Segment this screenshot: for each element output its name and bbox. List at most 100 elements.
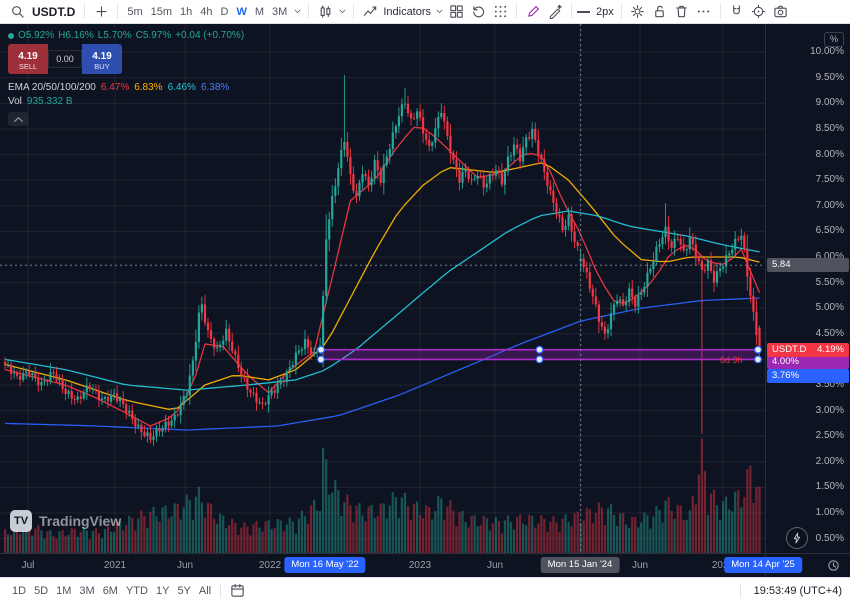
interval-list: 5m 15m 1h 4h D W M 3M (123, 3, 291, 21)
snapshot-camera-icon[interactable] (770, 2, 792, 22)
legend-collapse-button[interactable] (8, 112, 28, 126)
crosshair-target-icon[interactable] (748, 2, 770, 22)
last-price-badge: USDT.D 4.19% (767, 342, 849, 357)
range-1D[interactable]: 1D (8, 582, 30, 600)
compare-plus-icon[interactable] (90, 2, 112, 22)
channel-price-badge: 4.00% (767, 355, 849, 370)
timezone-clock-icon[interactable] (822, 556, 844, 576)
go-to-date-icon[interactable] (226, 581, 248, 601)
sell-price: 4.19 (18, 50, 38, 62)
apps-grid-icon[interactable] (489, 2, 511, 22)
percent-scale-button[interactable]: % (824, 32, 844, 47)
indicators-chevron-icon[interactable] (433, 2, 445, 22)
divider (571, 4, 573, 19)
range-6M[interactable]: 6M (99, 582, 122, 600)
time-axis[interactable]: Jul2021Jun20222023Jun2024Jun2025Mon 16 M… (0, 553, 802, 577)
ema200-value: 6.38% (200, 82, 230, 93)
more-options-icon[interactable] (693, 2, 715, 22)
bar-replay-icon[interactable] (467, 2, 489, 22)
volume-legend-row: Vol 935.332 B (8, 96, 248, 107)
tradingview-wordmark: TradingView (39, 513, 122, 529)
price-tick: 10.00% (810, 46, 844, 58)
interval-W[interactable]: W (232, 3, 250, 21)
price-chart[interactable] (0, 24, 765, 553)
price-tick: 7.50% (815, 174, 844, 186)
price-tick: 9.00% (815, 97, 844, 109)
symbol-button[interactable]: USDT.D (28, 5, 79, 19)
lock-drawings-icon[interactable] (649, 2, 671, 22)
date-badge: Mon 16 May '22 (284, 557, 366, 573)
time-tick: Jun (176, 560, 194, 571)
layout-grid-icon[interactable] (445, 2, 467, 22)
search-icon[interactable] (6, 2, 28, 22)
range-5Y[interactable]: 5Y (173, 582, 194, 600)
line-width-icon[interactable] (577, 10, 591, 13)
plot-area[interactable]: O5.92% H6.16% L5.70% C5.97% +0.04 (+0.70… (0, 24, 765, 553)
interval-5m[interactable]: 5m (123, 3, 146, 21)
divider (719, 4, 721, 19)
remove-drawings-trash-icon[interactable] (671, 2, 693, 22)
date-badge: Mon 15 Jan '24 (540, 557, 620, 573)
price-axis[interactable]: % 10.00% 9.50% 9.00% 8.50% 8.00% 7.50% 7.00% 6.… (765, 24, 850, 553)
divider (220, 583, 222, 598)
bottom-toolbar: 1D 5D 1M 3M 6M YTD 1Y 5Y All 19:53:49 (UTC+4) (0, 577, 850, 603)
price-tick: 3.00% (815, 404, 844, 416)
divider (516, 4, 518, 19)
settings-gear-icon[interactable] (627, 2, 649, 22)
ema50-value: 6.83% (134, 82, 163, 93)
ema-title: EMA 20/50/100/200 (8, 82, 96, 93)
divider (353, 4, 355, 19)
line-width-button[interactable]: 2px (596, 5, 614, 18)
price-tick: 2.00% (815, 455, 844, 467)
price-tick: 7.00% (815, 199, 844, 211)
price-tick: 5.00% (815, 302, 844, 314)
sell-button[interactable]: 4.19 SELL (8, 44, 48, 74)
divider (308, 4, 310, 19)
range-YTD[interactable]: YTD (122, 582, 152, 600)
ema100-value: 6.46% (167, 82, 196, 93)
tradingview-logo: TV (10, 510, 32, 532)
sell-label: SELL (18, 61, 38, 71)
range-3M[interactable]: 3M (75, 582, 98, 600)
interval-D[interactable]: D (217, 3, 233, 21)
ohlc-open: O5.92% (18, 30, 55, 41)
crosshair-price-badge: 5.84 (767, 258, 849, 273)
time-tick: 2022 (258, 560, 282, 571)
time-tick: Jun (486, 560, 504, 571)
ema20-value: 6.47% (100, 82, 130, 93)
range-1Y[interactable]: 1Y (152, 582, 173, 600)
range-5D[interactable]: 5D (30, 582, 52, 600)
draw-pencil-icon[interactable] (522, 2, 544, 22)
volume-value: 935.332 B (26, 96, 73, 107)
interval-4h[interactable]: 4h (196, 3, 216, 21)
divider (84, 4, 86, 19)
range-All[interactable]: All (195, 582, 215, 600)
ohlc-change: +0.04 (+0.70%) (175, 30, 245, 41)
range-1M[interactable]: 1M (52, 582, 75, 600)
clock-display[interactable]: 19:53:49 (UTC+4) (753, 584, 842, 597)
magnet-snap-icon[interactable] (726, 2, 748, 22)
interval-1h[interactable]: 1h (176, 3, 196, 21)
chart-style-candles-icon[interactable] (314, 2, 336, 22)
spread-value: 0.00 (48, 50, 82, 68)
price-tick: 0.50% (815, 532, 844, 544)
volume-label: Vol (8, 96, 22, 107)
ohlc-close: C5.97% (135, 30, 172, 41)
buy-price: 4.19 (92, 50, 112, 62)
indicators-button[interactable]: Indicators (383, 5, 432, 18)
interval-3M[interactable]: 3M (268, 3, 291, 21)
price-tick: 5.50% (815, 276, 844, 288)
instant-trading-bolt-button[interactable] (786, 527, 808, 549)
interval-menu-chevron-icon[interactable] (291, 2, 303, 22)
tradingview-watermark: TV TradingView (10, 510, 121, 532)
price-tick: 9.50% (815, 71, 844, 83)
buy-button[interactable]: 4.19 BUY (82, 44, 122, 74)
price-tick: 3.50% (815, 379, 844, 390)
chart-style-chevron-icon[interactable] (336, 2, 348, 22)
interval-M[interactable]: M (251, 3, 268, 21)
time-tick: 2021 (103, 560, 127, 571)
magic-pen-icon[interactable] (544, 2, 566, 22)
interval-15m[interactable]: 15m (147, 3, 176, 21)
indicators-icon[interactable] (359, 2, 381, 22)
